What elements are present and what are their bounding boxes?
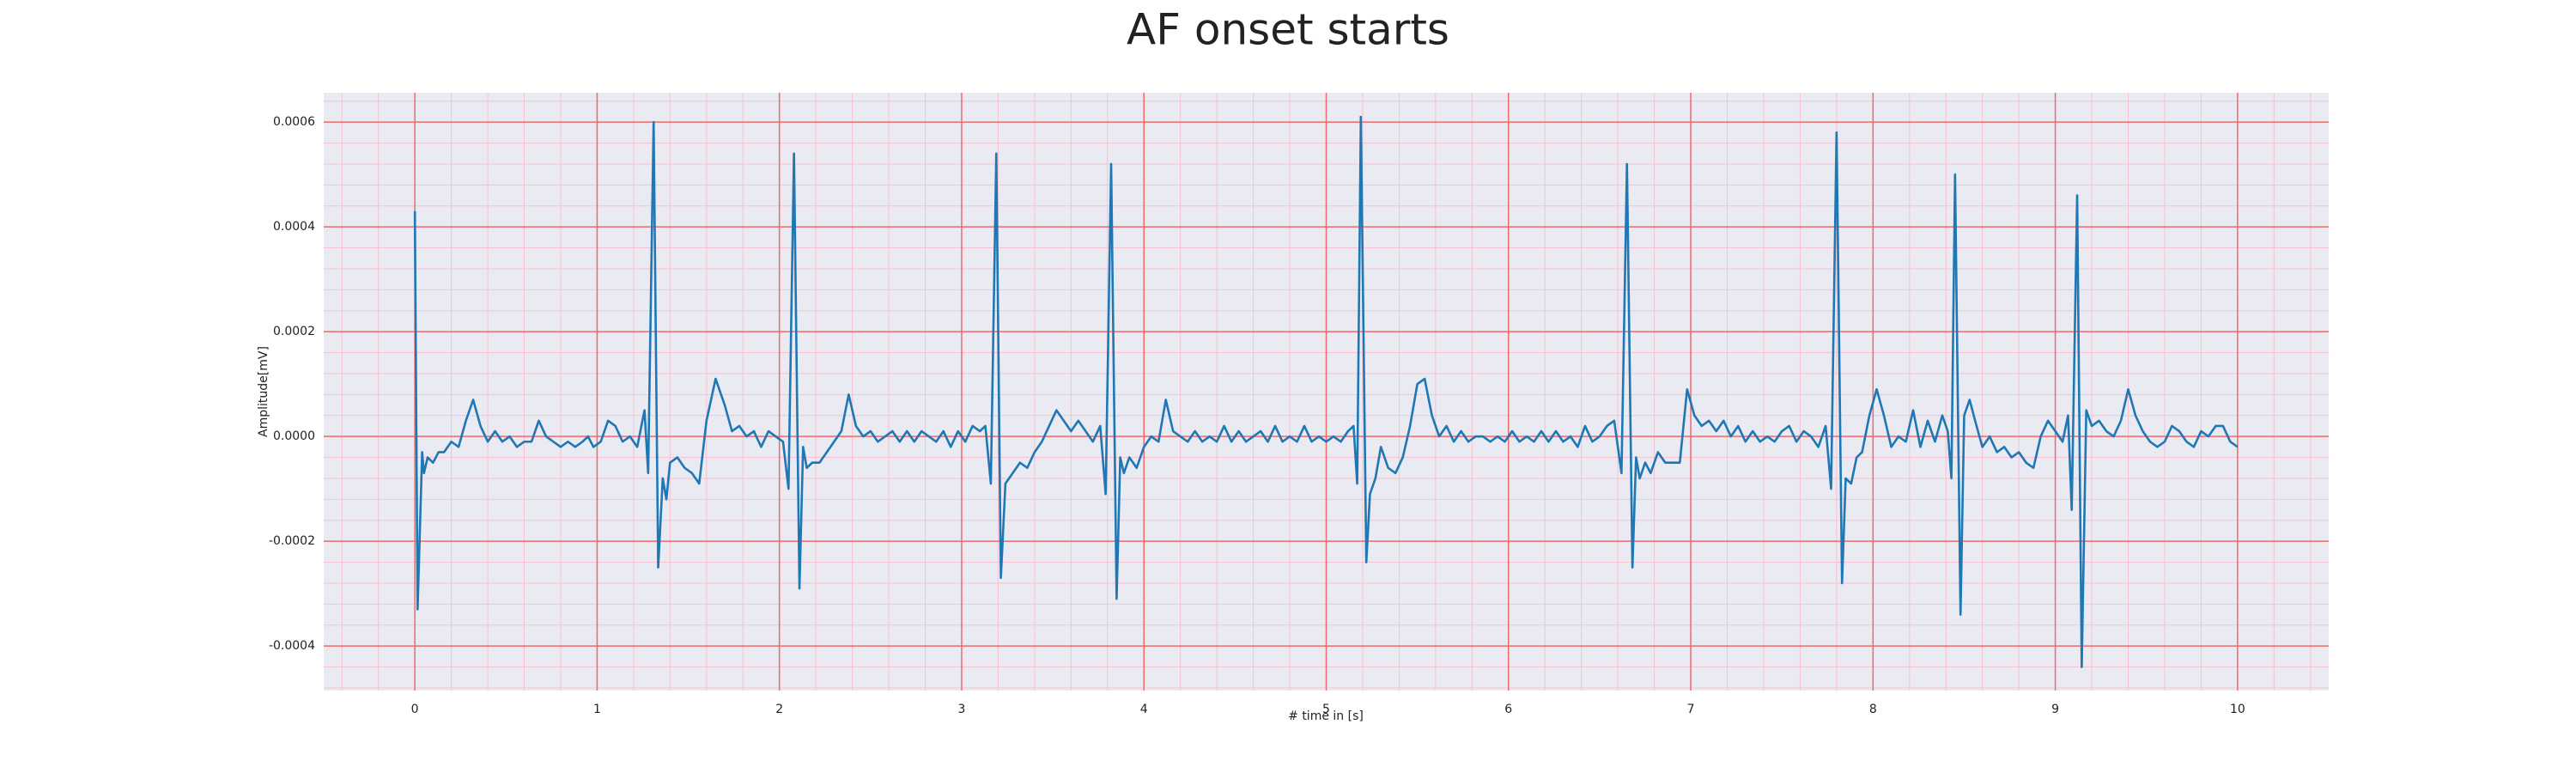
x-tick-label: 2 [775, 703, 783, 716]
x-tick-label: 0 [411, 703, 419, 716]
y-tick-label: 0.0004 [273, 220, 315, 234]
y-tick-label: 0.0000 [273, 429, 315, 443]
ecg-line [413, 115, 2239, 668]
y-tick-label: -0.0002 [269, 534, 315, 548]
y-tick-label: 0.0002 [273, 325, 315, 338]
x-tick-label: 8 [1869, 703, 1877, 716]
x-tick-label: 10 [2230, 703, 2245, 716]
x-tick-label: 4 [1140, 703, 1148, 716]
x-tick-label: 1 [593, 703, 601, 716]
chart-title: AF onset starts [1127, 5, 1449, 55]
y-axis-label: Amplitude[mV] [257, 346, 270, 437]
x-tick-label: 7 [1687, 703, 1695, 716]
x-axis-label: # time in [s] [1288, 709, 1364, 723]
x-tick-label: 3 [957, 703, 965, 716]
x-tick-label: 6 [1504, 703, 1512, 716]
y-tick-label: 0.0006 [273, 115, 315, 129]
x-tick-label: 5 [1322, 703, 1330, 716]
y-tick-label: -0.0004 [269, 639, 315, 653]
x-tick-label: 9 [2051, 703, 2059, 716]
marks [413, 115, 2239, 668]
